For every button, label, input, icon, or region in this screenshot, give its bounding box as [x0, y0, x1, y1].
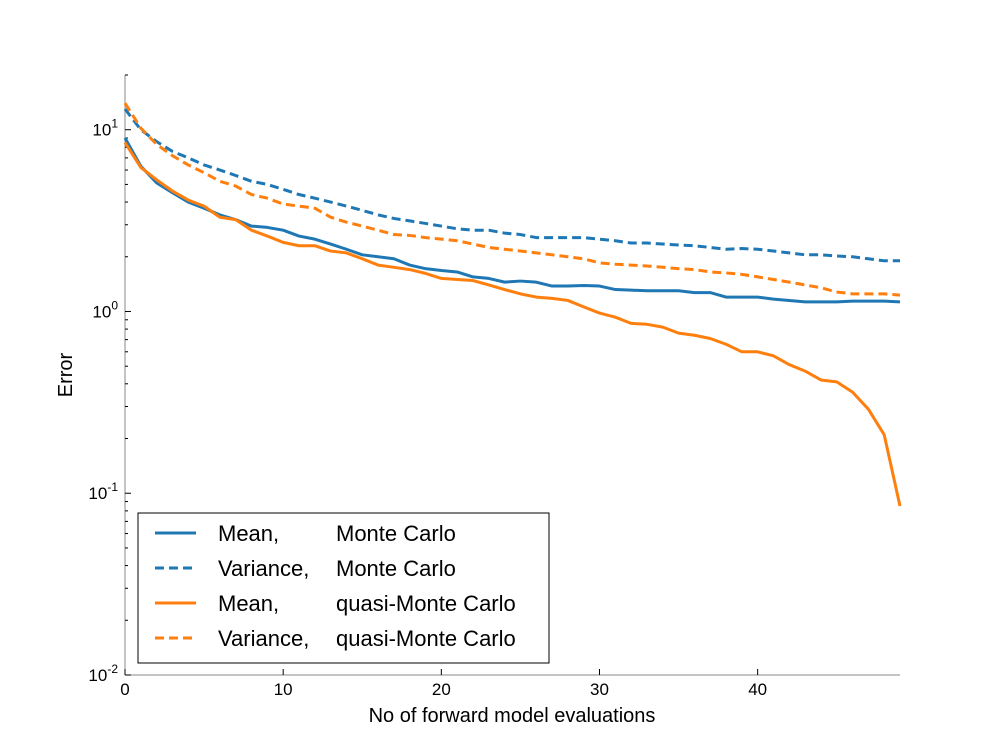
- legend-entry-method: quasi-Monte Carlo: [336, 626, 516, 651]
- series-line-4: [123, 102, 901, 297]
- y-tick-label: 10-2: [88, 662, 118, 685]
- x-axis-label: No of forward model evaluations: [369, 705, 656, 727]
- series-lines: [123, 102, 902, 507]
- legend-entry-name: Mean,: [218, 521, 279, 546]
- legend-frame: [137, 512, 550, 664]
- axes: 0 10 20 30 40 10-2 10-1 100 101: [88, 74, 900, 699]
- x-tick-label: 10: [274, 680, 293, 699]
- legend-entry-method: Monte Carlo: [336, 556, 456, 581]
- legend-entry-name: Mean,: [218, 591, 279, 616]
- series-line-1: [123, 137, 901, 304]
- x-tick-label: 0: [120, 680, 129, 699]
- legend: Mean, Monte Carlo Variance, Monte Carlo Mean…: [137, 512, 550, 664]
- legend-entry-method: quasi-Monte Carlo: [336, 591, 516, 616]
- legend-entry-name: Variance,: [218, 626, 309, 651]
- y-axis-label: Error: [55, 352, 77, 397]
- y-tick-label: 10-1: [88, 480, 118, 503]
- x-tick-label: 30: [590, 680, 609, 699]
- y-tick-label: 100: [92, 298, 118, 321]
- legend-entry-name: Variance,: [218, 556, 309, 581]
- x-tick-label: 40: [748, 680, 767, 699]
- x-tick-label: 20: [432, 680, 451, 699]
- y-tick-label: 101: [92, 117, 118, 140]
- legend-entry-method: Monte Carlo: [336, 521, 456, 546]
- series-line-2: [123, 108, 900, 263]
- series-line-3: [123, 141, 902, 507]
